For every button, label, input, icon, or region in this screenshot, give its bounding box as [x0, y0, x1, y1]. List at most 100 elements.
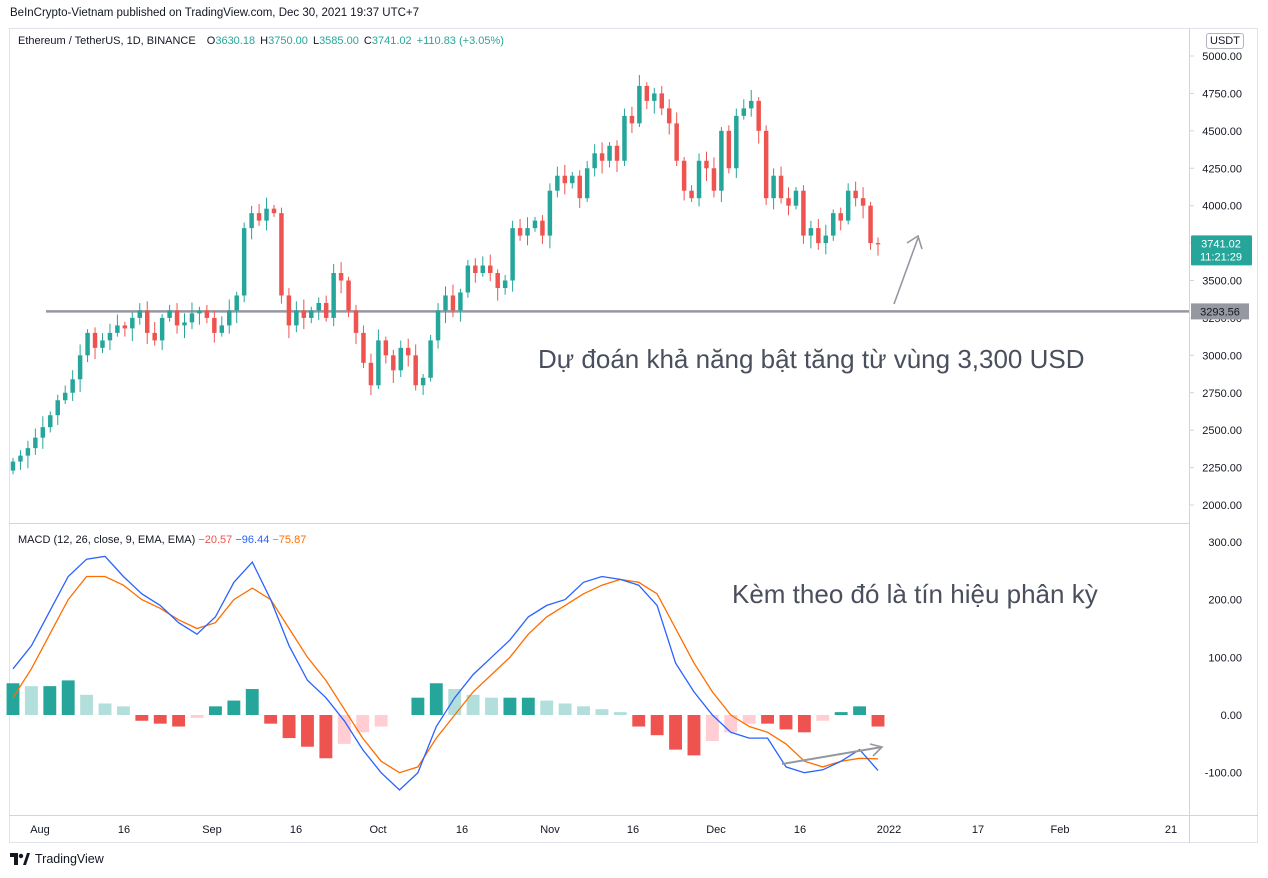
candle	[182, 313, 187, 339]
candle	[420, 374, 426, 395]
candle-body	[279, 213, 284, 296]
candle-body	[182, 322, 187, 326]
price-tick-label: 4000.00	[1202, 201, 1242, 213]
candle-body	[92, 332, 98, 348]
time-tick-label: 16	[118, 824, 130, 836]
time-tick-label: Nov	[540, 824, 560, 836]
macd-line	[12, 555, 879, 791]
tradingview-brand[interactable]: TradingView	[10, 852, 104, 866]
histogram-bar	[172, 715, 186, 727]
candle	[450, 284, 456, 318]
candle-body	[55, 400, 60, 416]
candle-body	[666, 108, 672, 124]
histogram-bar	[503, 697, 517, 715]
histogram-bar	[24, 686, 38, 715]
histogram-bar	[135, 715, 149, 721]
candle-body	[85, 332, 90, 356]
candle	[309, 306, 314, 324]
candle	[189, 302, 195, 330]
candle	[77, 344, 83, 393]
candle	[18, 450, 23, 470]
histogram-bar	[466, 694, 480, 715]
histogram-bar	[190, 715, 204, 718]
candle-body	[331, 273, 336, 318]
candle	[666, 99, 672, 135]
candle	[368, 353, 374, 395]
candle-body	[391, 355, 396, 371]
candle-body	[159, 317, 165, 341]
candle-body	[62, 392, 68, 401]
candle	[629, 106, 635, 134]
candle-body	[301, 310, 307, 318]
candle	[405, 338, 411, 367]
histogram-bar	[742, 715, 756, 724]
histogram-bar	[319, 715, 333, 759]
candle	[174, 303, 180, 334]
histogram-bar	[871, 715, 885, 727]
candle	[868, 201, 873, 250]
candle-body	[577, 175, 582, 199]
candle-body	[115, 325, 120, 333]
histogram-bar	[6, 683, 20, 715]
price-tick-label: 4750.00	[1202, 88, 1242, 100]
candle	[62, 385, 68, 404]
candle	[25, 440, 31, 469]
open-label: O	[206, 35, 216, 47]
candle-body	[204, 310, 210, 318]
candle	[383, 336, 389, 364]
close-label: C	[363, 35, 372, 47]
candle	[525, 217, 530, 246]
candle-body	[144, 310, 150, 333]
macd-axis: 300.00 200.00 100.00 0.00 -100.00	[1205, 537, 1242, 780]
price-tick-label: 5000.00	[1202, 51, 1242, 63]
histogram-bar	[356, 715, 370, 733]
candle-body	[122, 325, 128, 329]
candle-body	[10, 461, 16, 471]
macd-histogram	[6, 680, 885, 759]
candle-body	[383, 340, 389, 356]
candle	[144, 301, 150, 345]
candle-body	[674, 123, 679, 161]
histogram-bar	[245, 689, 259, 715]
candle-body	[70, 379, 75, 393]
candle	[644, 82, 650, 110]
candle	[622, 108, 627, 167]
histogram-bar	[282, 715, 296, 739]
price-badge-value: 3741.02	[1201, 238, 1241, 250]
candle	[338, 262, 344, 294]
macd-tick-label: 300.00	[1208, 537, 1242, 549]
candle-body	[18, 455, 23, 462]
candle	[674, 112, 679, 167]
macd-tick-label: 0.00	[1221, 710, 1242, 722]
level-badge-value: 3293.56	[1200, 306, 1240, 318]
currency-label[interactable]: USDT	[1206, 33, 1244, 49]
candle-body	[450, 295, 456, 311]
pane-divider[interactable]	[9, 523, 1189, 524]
low-value: 3585.00	[319, 35, 359, 47]
candle	[771, 168, 776, 210]
candle-body	[376, 340, 381, 386]
price-tick-label: 3000.00	[1202, 350, 1242, 362]
candle-body	[860, 198, 866, 206]
low-label: L	[312, 35, 320, 47]
candle	[33, 428, 38, 455]
candle-body	[256, 213, 262, 221]
candle-body	[338, 273, 344, 281]
candle	[458, 288, 463, 322]
candle	[301, 299, 307, 330]
candle	[607, 142, 612, 168]
candle	[555, 166, 560, 198]
histogram-bar	[650, 715, 664, 736]
candle-body	[107, 332, 113, 341]
time-tick-label: 21	[1165, 824, 1177, 836]
candle	[696, 153, 702, 207]
histogram-bar	[43, 686, 57, 715]
candle-body	[532, 220, 538, 229]
price-tick-label: 2250.00	[1202, 463, 1242, 475]
candle-body	[696, 160, 702, 199]
candle	[212, 310, 217, 343]
candle-body	[868, 205, 873, 244]
candle	[286, 288, 292, 339]
